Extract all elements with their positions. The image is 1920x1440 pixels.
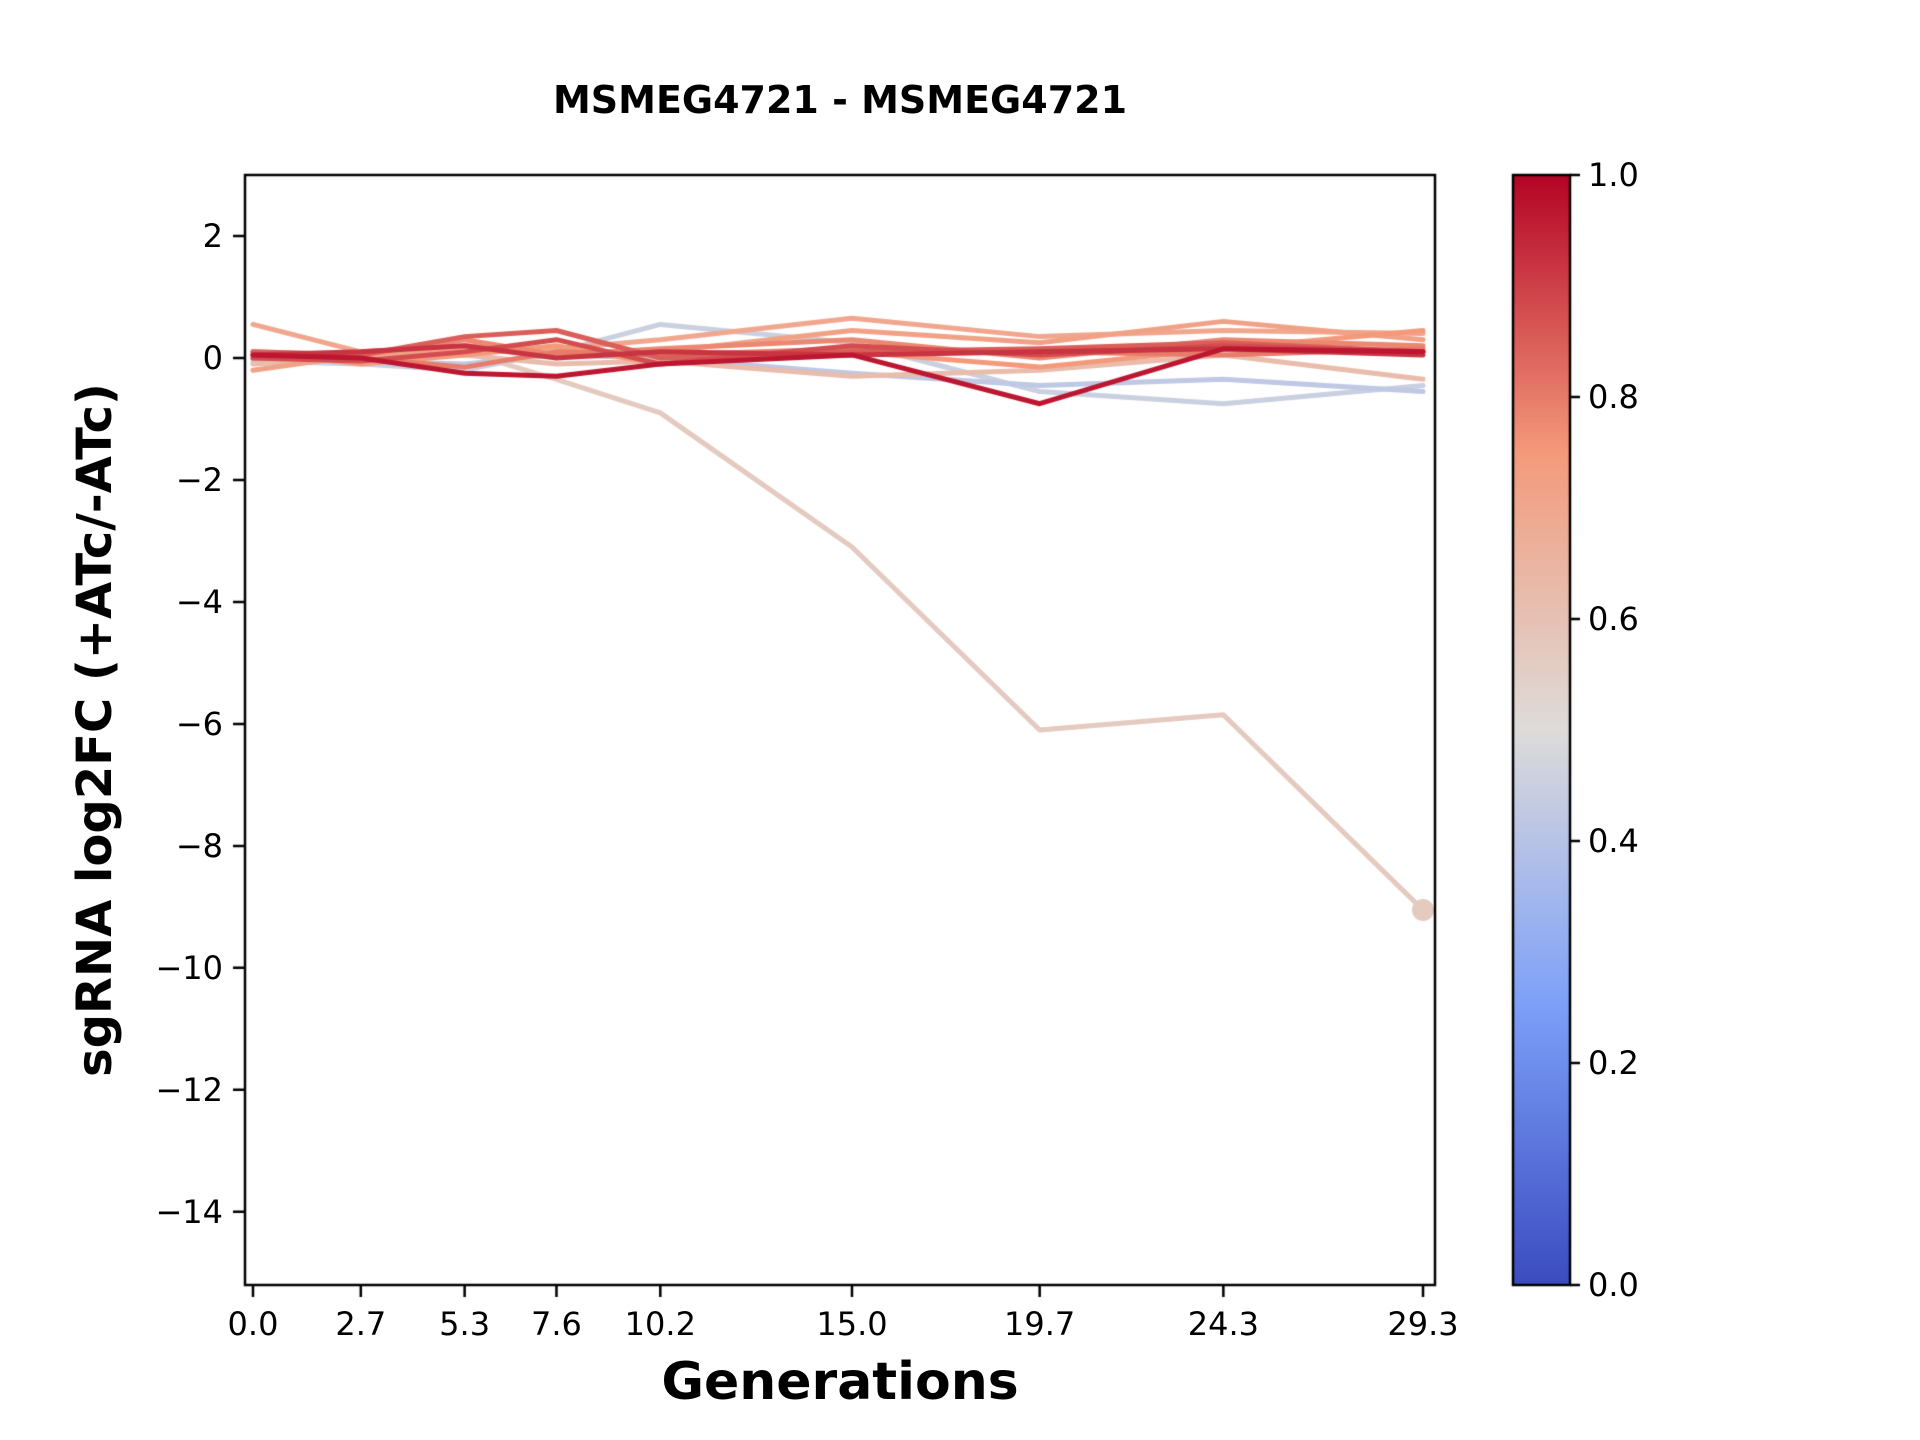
y-tick-label: −6 (175, 704, 223, 743)
x-tick-label: 10.2 (624, 1305, 696, 1343)
colorbar-tick-label: 0.0 (1588, 1266, 1639, 1304)
colorbar-tick-label: 0.2 (1588, 1044, 1639, 1082)
x-tick-label: 15.0 (816, 1305, 888, 1343)
y-tick-label: −8 (175, 826, 223, 865)
y-tick-label: −2 (175, 460, 223, 499)
x-axis-label: Generations (661, 1352, 1019, 1412)
y-tick-label: −14 (155, 1192, 223, 1231)
x-tick-label: 2.7 (335, 1305, 387, 1343)
x-tick-label: 7.6 (531, 1305, 582, 1343)
colorbar-tick-label: 0.8 (1588, 378, 1639, 416)
x-tick-label: 5.3 (439, 1305, 491, 1343)
y-axis-label: sgRNA log2FC (+ATc/-ATc) (67, 383, 123, 1077)
y-tick-label: 2 (202, 216, 223, 255)
colorbar-tick-label: 0.4 (1588, 822, 1639, 860)
colorbar-tick-label: 1.0 (1588, 156, 1639, 194)
colorbar-tick-label: 0.6 (1588, 600, 1639, 638)
x-tick-label: 0.0 (227, 1305, 279, 1343)
chart-title: MSMEG4721 - MSMEG4721 (552, 78, 1128, 122)
x-tick-label: 24.3 (1187, 1305, 1259, 1343)
x-tick-label: 19.7 (1004, 1305, 1076, 1343)
y-tick-label: 0 (202, 338, 223, 377)
y-tick-label: −12 (155, 1070, 223, 1109)
y-tick-label: −4 (175, 582, 223, 621)
y-tick-label: −10 (155, 948, 223, 987)
x-tick-label: 29.3 (1387, 1305, 1459, 1343)
